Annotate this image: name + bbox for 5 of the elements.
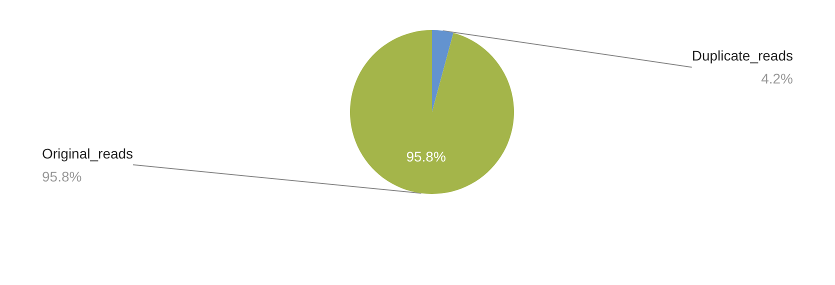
data-label: 4.2% [761, 70, 793, 87]
slice-label: Duplicate_reads [692, 48, 793, 64]
data-label: 95.8% [406, 148, 446, 165]
slice-label: Original_reads [42, 145, 134, 162]
text: 95.8% [42, 168, 82, 184]
